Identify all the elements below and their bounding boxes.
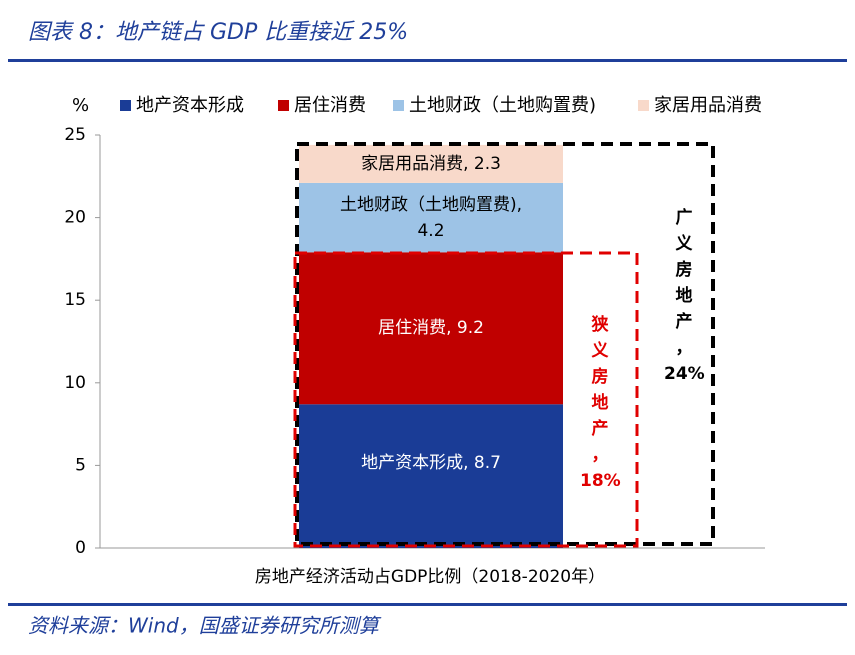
y-unit: % [72, 95, 89, 116]
legend-label: 地产资本形成 [136, 95, 244, 116]
legend-swatch [393, 100, 404, 111]
bar-segment [299, 182, 563, 253]
y-tick-label: 25 [64, 125, 86, 145]
narrow-box [293, 251, 639, 548]
x-axis-label: 房地产经济活动占GDP比例（2018-2020年） [255, 567, 605, 587]
bar-segment [299, 144, 563, 183]
bar-segment [299, 404, 563, 548]
footer-rule [8, 603, 847, 606]
y-tick-label: 10 [64, 373, 86, 393]
value-label: 土地财政（土地购置费), 4.2 [339, 194, 523, 241]
legend-label: 家居用品消费 [654, 95, 762, 116]
bar-segment [299, 252, 563, 405]
value-label: 家居用品消费, 2.3 [361, 153, 501, 174]
y-tick-label: 20 [64, 208, 86, 228]
annotation: 广义房地产， 24% [664, 208, 705, 384]
broad-box [295, 142, 715, 546]
y-tick-label: 0 [75, 538, 86, 558]
value-label: 居住消费, 9.2 [378, 318, 484, 339]
legend-swatch [120, 100, 131, 111]
source: 资料来源：Wind，国盛证券研究所测算 [28, 614, 382, 638]
y-tick-label: 5 [75, 455, 86, 475]
y-tick-label: 15 [64, 290, 86, 310]
legend-swatch [638, 100, 649, 111]
chart-title: 图表 8：地产链占 GDP 比重接近 25% [28, 20, 408, 45]
legend-swatch [278, 100, 289, 111]
annotation: 狭义房地产， 18% [580, 315, 621, 491]
legend-label: 居住消费 [294, 95, 366, 116]
title-rule [8, 59, 847, 62]
value-label: 地产资本形成, 8.7 [361, 453, 501, 474]
legend-label: 土地财政（土地购置费) [409, 95, 596, 116]
